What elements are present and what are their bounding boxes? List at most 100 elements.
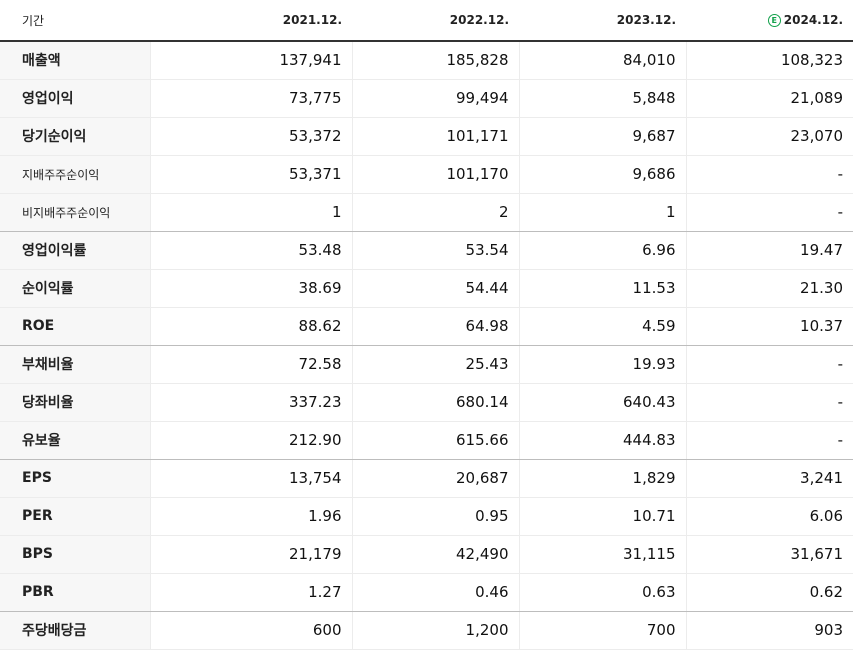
row-label: ROE [0,307,150,346]
value-cell: 64.98 [351,307,519,346]
value-cell: 137,941 [149,41,352,80]
value-cell: 9,686 [518,155,686,194]
value-cell: 3,241 [685,459,853,498]
value-cell: 212.90 [149,421,352,460]
value-cell: 53.54 [351,231,519,270]
value-cell: 6.06 [685,497,853,536]
value-cell: 640.43 [518,383,686,422]
table-row: BPS 21,179 42,490 31,115 31,671 [0,535,853,574]
value-cell: 73,775 [149,79,352,118]
value-cell: 23,070 [685,117,853,156]
value-cell: 11.53 [518,269,686,308]
value-cell: 54.44 [351,269,519,308]
value-cell: 19.47 [685,231,853,270]
value-cell: 337.23 [149,383,352,422]
table-row: PER 1.96 0.95 10.71 6.06 [0,497,853,536]
value-cell: - [685,421,853,460]
table-row: 유보율 212.90 615.66 444.83- [0,421,853,460]
row-label: BPS [0,535,150,574]
row-label: 부채비율 [0,345,150,384]
period-header-2022: 2022.12. [352,0,519,42]
value-cell: 0.62 [685,573,853,612]
value-cell: 185,828 [351,41,519,80]
value-cell: 13,754 [149,459,352,498]
value-cell: 444.83 [518,421,686,460]
value-cell: 1 [149,193,352,232]
value-cell: 31,671 [685,535,853,574]
value-cell: 99,494 [351,79,519,118]
value-cell: 21,089 [685,79,853,118]
row-label: 당기순이익 [0,117,150,156]
row-label: EPS [0,459,150,498]
row-label: PER [0,497,150,536]
period-header-label: 기간 [0,0,150,42]
value-cell: 0.63 [518,573,686,612]
value-cell: 84,010 [518,41,686,80]
estimate-icon: E [767,14,781,27]
table-row: 주당배당금 600 1,200 700 903 [0,611,853,650]
table-row: EPS 13,754 20,687 1,829 3,241 [0,459,853,498]
value-cell: 1.96 [149,497,352,536]
row-label: 지배주주순이익 [0,155,150,194]
row-label: 비지배주주순이익 [0,193,150,232]
table-row: 지배주주순이익 53,371 101,170 9,686- [0,155,853,194]
table-row: PBR 1.27 0.46 0.63 0.62 [0,573,853,612]
table-row: 당기순이익 53,372 101,171 9,687 23,070 [0,117,853,156]
table-row: 당좌비율 337.23 680.14 640.43- [0,383,853,422]
value-cell: 53.48 [149,231,352,270]
header-row: 기간 2021.12. 2022.12. 2023.12. E 2024.12. [0,0,853,42]
value-cell: 101,171 [351,117,519,156]
value-cell: 38.69 [149,269,352,308]
table-row: 비지배주주순이익 1 2 1- [0,193,853,232]
period-header-2024: E 2024.12. [686,0,853,42]
value-cell: - [685,193,853,232]
value-cell: 6.96 [518,231,686,270]
value-cell: 21,179 [149,535,352,574]
value-cell: 101,170 [351,155,519,194]
table-row: 순이익률 38.69 54.44 11.53 21.30 [0,269,853,308]
table-row: 영업이익 73,775 99,494 5,848 21,089 [0,79,853,118]
value-cell: 19.93 [518,345,686,384]
value-cell: 615.66 [351,421,519,460]
table-row: 영업이익률 53.48 53.54 6.96 19.47 [0,231,853,270]
table-body: 매출액 137,941 185,828 84,010 108,323 영업이익 73,775… [0,41,853,650]
value-cell: 1.27 [149,573,352,612]
period-header-2023: 2023.12. [519,0,686,42]
value-cell: 700 [518,611,686,650]
value-cell: 108,323 [685,41,853,80]
value-cell: 600 [149,611,352,650]
value-cell: 9,687 [518,117,686,156]
row-label: 당좌비율 [0,383,150,422]
row-label: PBR [0,573,150,612]
value-cell: 0.46 [351,573,519,612]
row-label: 주당배당금 [0,611,150,650]
value-cell: 4.59 [518,307,686,346]
table-row: ROE 88.62 64.98 4.59 10.37 [0,307,853,346]
value-cell: 88.62 [149,307,352,346]
value-cell: 53,372 [149,117,352,156]
row-label: 유보율 [0,421,150,460]
table-row: 부채비율 72.58 25.43 19.93- [0,345,853,384]
value-cell: 42,490 [351,535,519,574]
value-cell: 903 [685,611,853,650]
value-cell: 5,848 [518,79,686,118]
row-label: 영업이익 [0,79,150,118]
value-cell: - [685,345,853,384]
value-cell: 72.58 [149,345,352,384]
value-cell: 1,200 [351,611,519,650]
value-cell: 25.43 [351,345,519,384]
value-cell: 53,371 [149,155,352,194]
value-cell: 2 [351,193,519,232]
period-header-2021: 2021.12. [150,0,352,42]
value-cell: - [685,155,853,194]
value-cell: 0.95 [351,497,519,536]
value-cell: 10.37 [685,307,853,346]
value-cell: 20,687 [351,459,519,498]
row-label: 매출액 [0,41,150,80]
table-row: 매출액 137,941 185,828 84,010 108,323 [0,41,853,80]
value-cell: - [685,383,853,422]
value-cell: 1 [518,193,686,232]
period-header-2024-label: 2024.12. [783,13,843,27]
row-label: 영업이익률 [0,231,150,270]
